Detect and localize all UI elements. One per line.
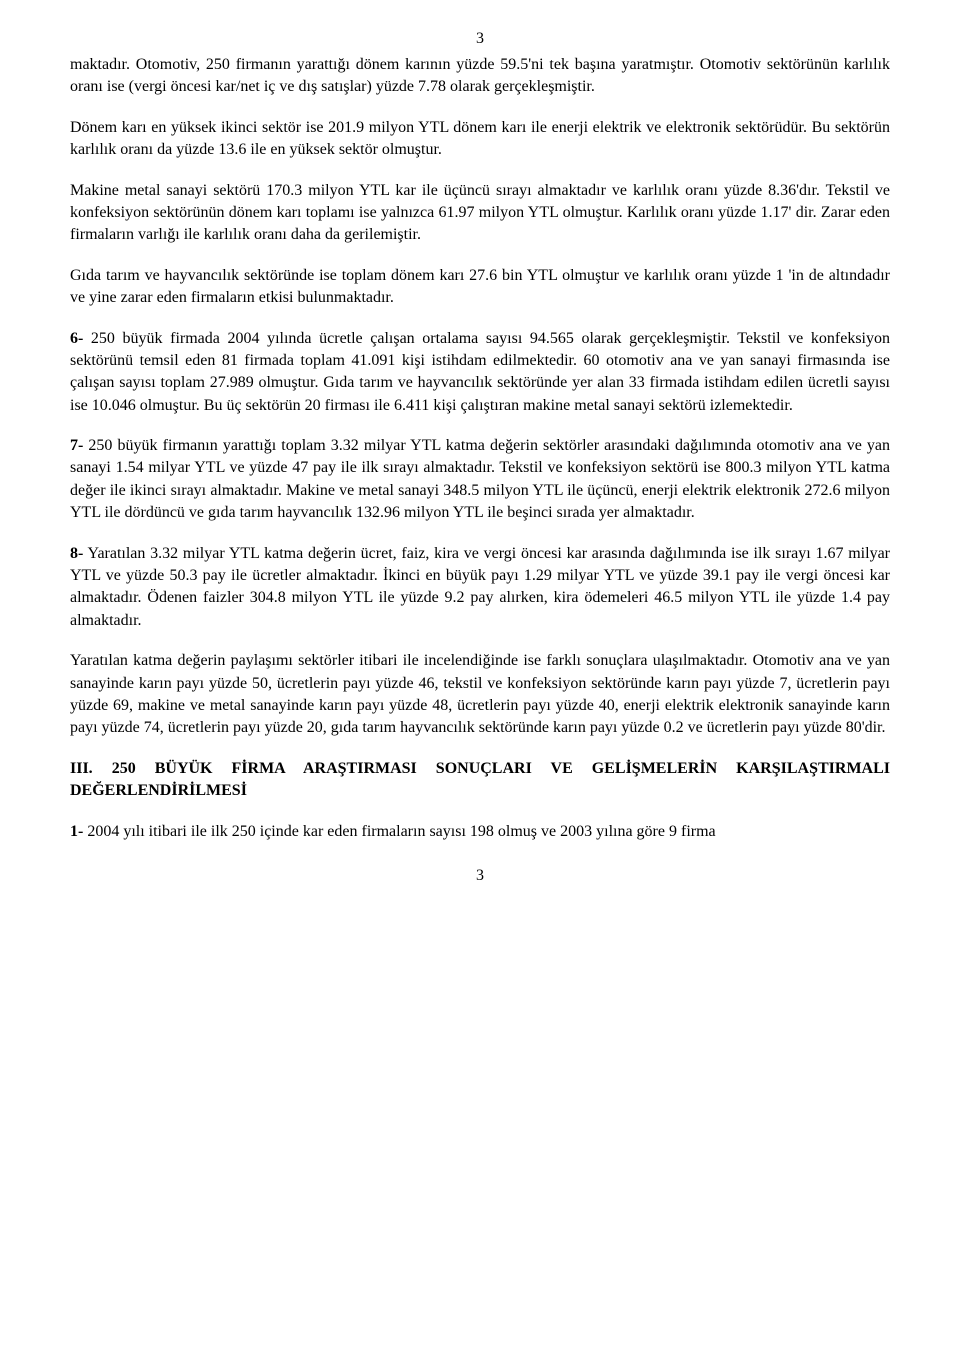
- paragraph-7: 8- Yaratılan 3.32 milyar YTL katma değer…: [70, 543, 890, 633]
- paragraph-6-prefix: 7-: [70, 437, 83, 454]
- paragraph-4: Gıda tarım ve hayvancılık sektöründe ise…: [70, 265, 890, 310]
- page-number-top: 3: [70, 30, 890, 48]
- paragraph-6-body: 250 büyük firmanın yarattığı toplam 3.32…: [70, 437, 890, 521]
- section-heading: III. 250 BÜYÜK FİRMA ARAŞTIRMASI SONUÇLA…: [70, 758, 890, 803]
- paragraph-9: 1- 2004 yılı itibari ile ilk 250 içinde …: [70, 821, 890, 843]
- paragraph-9-prefix: 1-: [70, 823, 83, 840]
- paragraph-7-prefix: 8-: [70, 545, 83, 562]
- paragraph-6: 7- 250 büyük firmanın yarattığı toplam 3…: [70, 435, 890, 525]
- paragraph-5-prefix: 6-: [70, 330, 83, 347]
- page-number-bottom: 3: [70, 867, 890, 885]
- paragraph-8: Yaratılan katma değerin paylaşımı sektör…: [70, 650, 890, 740]
- paragraph-3: Makine metal sanayi sektörü 170.3 milyon…: [70, 180, 890, 247]
- paragraph-2: Dönem karı en yüksek ikinci sektör ise 2…: [70, 117, 890, 162]
- paragraph-7-body: Yaratılan 3.32 milyar YTL katma değerin …: [70, 545, 890, 629]
- paragraph-5: 6- 250 büyük firmada 2004 yılında ücretl…: [70, 328, 890, 418]
- paragraph-1: maktadır. Otomotiv, 250 firmanın yarattı…: [70, 54, 890, 99]
- paragraph-9-body: 2004 yılı itibari ile ilk 250 içinde kar…: [83, 823, 715, 840]
- paragraph-5-body: 250 büyük firmada 2004 yılında ücretle ç…: [70, 330, 890, 414]
